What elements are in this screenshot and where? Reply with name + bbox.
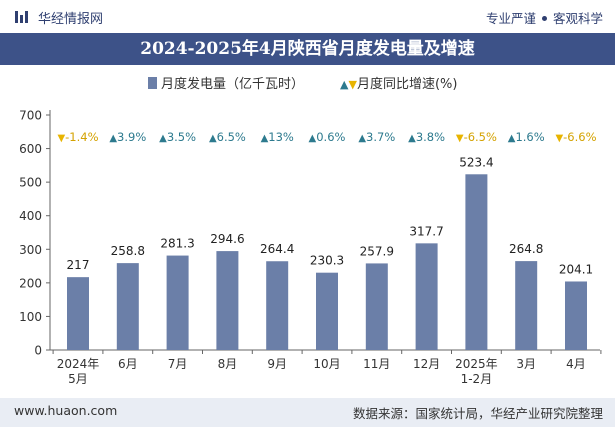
footer-source: 数据来源：国家统计局，华经产业研究院整理 [352,406,603,421]
bar [216,251,239,350]
legend-label-growth: 月度同比增速(%) [356,77,458,92]
y-tick-label: 500 [19,176,42,190]
growth-value: 3.9% [117,130,146,144]
growth-label: ▼-1.4% [57,130,98,144]
y-tick-label: 700 [19,109,42,123]
growth-label: ▲3.7% [358,130,395,144]
bar-value-label: 294.6 [210,232,244,246]
bar [166,255,189,350]
x-tick-label: 9月 [267,357,287,371]
bar [465,174,488,350]
title-bar: 2024-2025年4月陕西省月度发电量及增速 [0,33,615,65]
footer-website: www.huaon.com [14,403,118,418]
bar-logo-icon [15,11,28,23]
bar-value-label: 257.9 [360,244,394,258]
x-tick-label: 10月 [313,357,340,371]
slogan: 专业严谨 客观科学 [486,8,603,27]
triangle-up-icon: ▲ [159,133,167,144]
growth-label: ▲1.6% [508,130,545,144]
growth-label: ▲3.8% [408,130,445,144]
bar-value-label: 264.8 [509,242,543,256]
bar [365,263,388,350]
slogan-left: 专业严谨 [485,11,536,26]
growth-value: 3.8% [416,130,445,144]
bar-value-label: 317.7 [409,224,443,238]
bar [116,263,139,350]
growth-value: 1.6% [515,130,544,144]
growth-value: 13% [268,130,294,144]
bar-value-label: 217 [67,258,90,272]
legend: 月度发电量（亿千瓦时） ▲▼月度同比增速(%) [0,73,615,93]
y-tick-label: 300 [19,243,42,257]
brand-name: 华经情报网 [38,12,104,27]
growth-value: -6.6% [563,130,596,144]
slogan-dot [541,16,547,21]
legend-swatch-bar [148,77,157,89]
growth-label: ▼-6.6% [555,130,596,144]
bar [266,261,289,350]
growth-value: 3.5% [167,130,196,144]
chart-title: 2024-2025年4月陕西省月度发电量及增速 [140,39,475,59]
growth-value: -1.4% [65,130,98,144]
bar [415,243,438,350]
growth-label: ▲0.6% [309,130,346,144]
y-tick-label: 0 [34,344,42,358]
footer: www.huaon.com 数据来源：国家统计局，华经产业研究院整理 [0,398,615,427]
y-tick-label: 400 [19,209,42,223]
bar [565,281,587,350]
growth-value: 6.5% [217,130,246,144]
triangle-up-icon: ▲ [209,133,217,144]
legend-label-power: 月度发电量（亿千瓦时） [161,77,305,92]
growth-value: -6.5% [464,130,497,144]
x-tick-label: 7月 [168,357,188,371]
bar-value-label: 204.1 [559,262,593,276]
growth-value: 3.7% [366,130,395,144]
top-bar: 华经情报网 专业严谨 客观科学 [0,0,615,33]
bar-value-label: 523.4 [459,155,493,169]
growth-label: ▼-6.5% [456,130,497,144]
triangle-up-icon: ▲ [261,133,269,144]
y-tick-label: 100 [19,310,42,324]
x-tick-label: 11月 [363,357,390,371]
growth-label: ▲3.9% [109,130,146,144]
triangle-up-icon: ▲ [340,78,349,91]
triangle-up-icon: ▲ [508,133,516,144]
legend-item-power: 月度发电量（亿千瓦时） [148,73,304,92]
x-tick-label: 2025年 1-2月 [455,357,498,386]
triangle-down-icon: ▼ [57,133,65,144]
x-tick-label: 12月 [413,357,440,371]
triangle-up-icon: ▲ [408,133,416,144]
bar [67,277,89,350]
bar-value-label: 264.4 [260,242,294,256]
legend-item-growth: ▲▼月度同比增速(%) [340,73,457,92]
x-tick-label: 6月 [118,357,138,371]
triangle-up-icon: ▲ [109,133,117,144]
bar-value-label: 281.3 [160,237,194,251]
bar-value-label: 258.8 [111,244,145,258]
bar-value-label: 230.3 [310,254,344,268]
triangle-up-icon: ▲ [309,133,317,144]
triangle-down-icon: ▼ [555,133,563,144]
x-tick-label: 8月 [218,357,238,371]
triangle-up-icon: ▲ [358,133,366,144]
y-tick-label: 600 [19,142,42,156]
x-tick-label: 4月 [566,357,586,371]
slogan-right: 客观科学 [552,11,603,26]
x-tick-label: 3月 [516,357,536,371]
growth-label: ▲3.5% [159,130,196,144]
bar [515,261,538,350]
triangle-down-icon: ▼ [348,78,357,91]
bar [316,272,338,350]
y-tick-label: 200 [19,276,42,290]
triangle-down-icon: ▼ [456,133,464,144]
x-tick-label: 2024年 5月 [57,357,100,386]
growth-value: 0.6% [316,130,345,144]
growth-label: ▲6.5% [209,130,246,144]
growth-label: ▲13% [261,130,294,144]
